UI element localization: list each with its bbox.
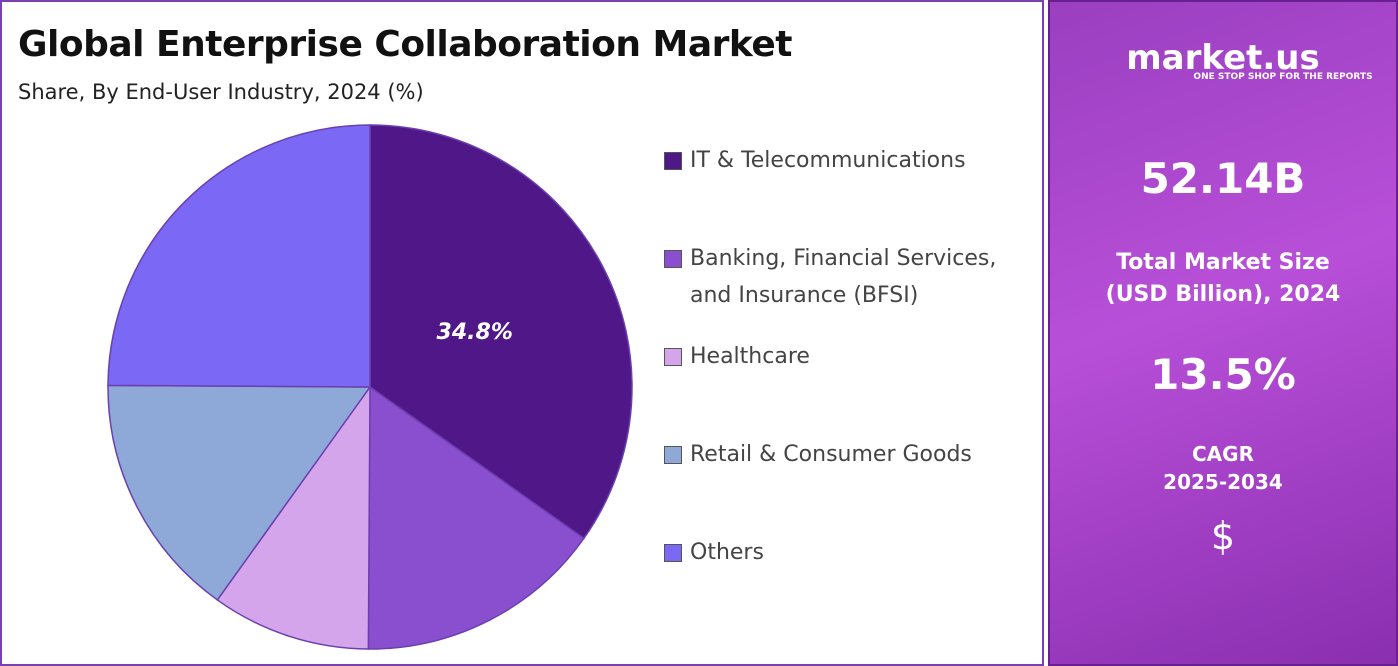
legend-label: Healthcare [690,344,810,369]
pie-chart: 34.8% [107,124,633,650]
caption: CAGR [1192,442,1254,466]
cagr: 13.5% [1150,350,1296,399]
legend-item: Others [664,534,764,571]
legend-swatch [664,152,682,170]
legend-item: Retail & Consumer Goods [664,436,972,473]
pie-slice [216,384,371,650]
legend-label: Retail & Consumer Goods [690,442,972,467]
legend-item: IT & Telecommunications [664,142,966,179]
legend-swatch [664,446,682,464]
chart-panel: Global Enterprise Collaboration Market S… [0,0,1044,666]
caption: 2025-2034 [1163,470,1283,494]
tagline: ONE STOP SHOP FOR THE REPORTS [1193,72,1373,82]
sidebar: market.us ONE STOP SHOP FOR THE REPORTS … [1048,0,1398,666]
pie-slice [107,124,371,388]
data-label: 34.8% [437,320,513,345]
market-size: 52.14B [1140,154,1306,203]
legend-item: Healthcare [664,338,810,375]
legend-label: IT & Telecommunications [690,148,966,173]
legend-label: Others [690,540,764,565]
legend-label: Banking, Financial Services, and Insuran… [690,246,997,308]
legend-swatch [664,250,682,268]
pie-slice [107,384,372,601]
pie-slice [367,385,585,650]
chart-title: Global Enterprise Collaboration Market [18,24,792,65]
legend-item: Banking, Financial Services, and Insuran… [664,240,1044,314]
brand: market.us [1126,38,1320,78]
chart-subtitle: Share, By End-User Industry, 2024 (%) [18,80,424,104]
legend-swatch [664,348,682,366]
caption: Total Market Size [1116,250,1330,275]
legend-swatch [664,544,682,562]
icon: $ [1210,514,1236,558]
pie-slice [369,124,633,540]
caption: (USD Billion), 2024 [1105,282,1341,307]
